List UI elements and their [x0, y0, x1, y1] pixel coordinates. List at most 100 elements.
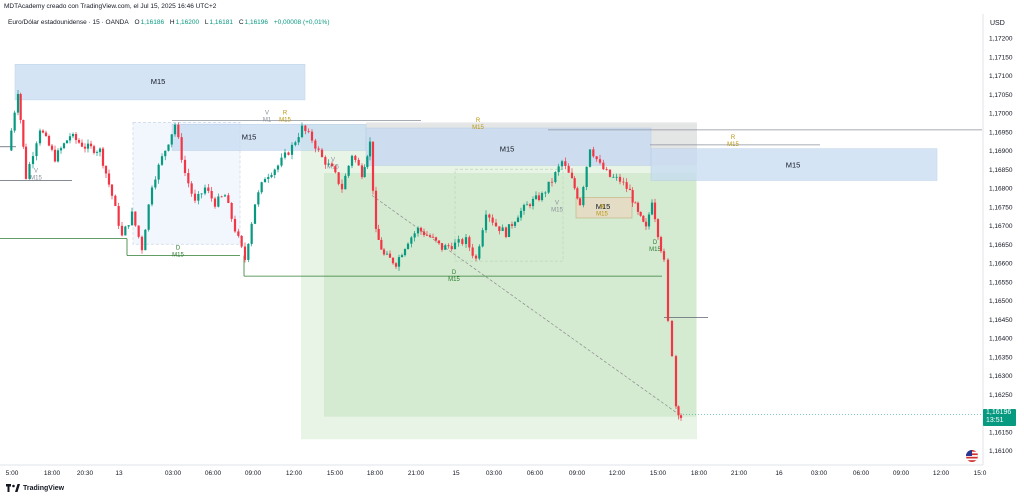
- candle-body: [187, 173, 190, 184]
- m15-zone-blue[interactable]: [171, 124, 367, 151]
- m15-zone-tan[interactable]: [575, 197, 633, 219]
- time-tick-label: 06:00: [853, 470, 870, 477]
- level-label-letter: R: [476, 118, 481, 124]
- candle-body: [183, 159, 187, 174]
- candle-body: [528, 204, 532, 207]
- candle-body: [662, 251, 666, 260]
- price-tick-label: 1,16350: [989, 354, 1013, 361]
- zone-label: M15: [786, 160, 801, 169]
- tradingview-logo-icon: [6, 484, 20, 492]
- candle-body: [354, 155, 357, 160]
- candle-body: [137, 225, 140, 237]
- candle-body: [642, 215, 645, 222]
- candle-body: [537, 195, 541, 201]
- candle-body: [80, 142, 84, 147]
- candle-body: [140, 236, 144, 251]
- m15-zone-blue[interactable]: [650, 148, 938, 181]
- candle-body: [371, 141, 375, 191]
- candle-body: [602, 162, 605, 170]
- price-tick-label: 1,16500: [989, 298, 1013, 305]
- candle-body: [65, 140, 69, 144]
- candle-body: [388, 253, 392, 258]
- candle-body: [478, 246, 481, 259]
- level-label-letter: D: [176, 246, 181, 252]
- m15-zone-blue[interactable]: [14, 64, 306, 101]
- candle-body: [320, 149, 324, 158]
- candle-body: [366, 156, 369, 168]
- candle-body: [50, 145, 54, 150]
- candle-body: [167, 144, 170, 151]
- level-label-tf: M15: [596, 211, 608, 217]
- candle-body: [444, 245, 447, 250]
- symbol-legend[interactable]: Euro/Dólar estadounidense · 15 · OANDA O…: [8, 19, 334, 26]
- candle-body: [350, 155, 354, 166]
- candle-body: [453, 242, 457, 250]
- candle-body: [650, 202, 654, 215]
- candle-body: [380, 239, 383, 250]
- candle-body: [434, 237, 438, 241]
- price-tick-label: 1,16400: [989, 336, 1013, 343]
- zone-label: M15: [242, 132, 257, 141]
- candle-body: [304, 125, 307, 132]
- candle-body: [237, 231, 240, 236]
- level-label-letter: R: [600, 204, 605, 210]
- candle-body: [357, 159, 360, 166]
- candle-body: [560, 161, 564, 167]
- ohlc-open-label: O: [134, 19, 140, 26]
- candle-body: [107, 173, 111, 185]
- price-tick-label: 1,17000: [989, 111, 1013, 118]
- candle-body: [68, 136, 72, 141]
- candle-body: [16, 93, 20, 113]
- candle-body: [203, 187, 207, 194]
- candle-body: [290, 144, 294, 155]
- candle-body: [177, 124, 180, 138]
- candle-body: [160, 156, 164, 165]
- candle-body: [98, 148, 102, 153]
- candle-body: [679, 415, 683, 418]
- candle-body: [47, 135, 51, 146]
- candle-body: [554, 172, 557, 183]
- candle-body: [330, 163, 334, 167]
- candle-body: [585, 166, 588, 187]
- candle-body: [639, 211, 642, 216]
- candle-body: [253, 204, 257, 224]
- candle-body: [114, 195, 117, 206]
- candle-body: [598, 159, 602, 163]
- candle-body: [540, 193, 544, 201]
- candle-body: [419, 227, 423, 232]
- level-label-tf: M1: [263, 118, 272, 124]
- candle-body: [150, 187, 154, 205]
- candle-body: [243, 246, 247, 260]
- candle-body: [422, 231, 426, 236]
- candle-body: [41, 130, 45, 133]
- level-label-letter: D: [653, 240, 658, 246]
- candle-body: [56, 150, 60, 162]
- candle-body: [190, 183, 193, 194]
- tradingview-brand[interactable]: TradingView: [6, 484, 64, 492]
- candle-body: [397, 257, 401, 267]
- candle-body: [307, 131, 310, 132]
- level-label-letter: V: [331, 157, 335, 163]
- time-tick-label: 5:00: [6, 470, 19, 477]
- level-label-tf: M15: [551, 208, 563, 214]
- candle-body: [636, 202, 640, 212]
- candle-body: [89, 143, 93, 147]
- zone-label: M15: [151, 77, 166, 86]
- candle-body: [363, 167, 366, 178]
- candle-body: [317, 148, 320, 150]
- candles-group: [10, 90, 683, 421]
- price-tick-label: 1,16900: [989, 148, 1013, 155]
- currency-label: USD: [990, 20, 1005, 27]
- time-tick-label: 21:00: [731, 470, 748, 477]
- candle-body: [501, 227, 504, 232]
- candle-body: [677, 406, 680, 416]
- candle-body: [220, 196, 223, 198]
- time-tick-label: 18:00: [367, 470, 384, 477]
- candle-body: [425, 235, 429, 236]
- candle-body: [24, 146, 28, 179]
- candle-body: [564, 161, 567, 166]
- m15-zone-blue[interactable]: [365, 127, 652, 166]
- candle-body: [127, 225, 130, 227]
- level-label-tf: M15: [30, 176, 42, 182]
